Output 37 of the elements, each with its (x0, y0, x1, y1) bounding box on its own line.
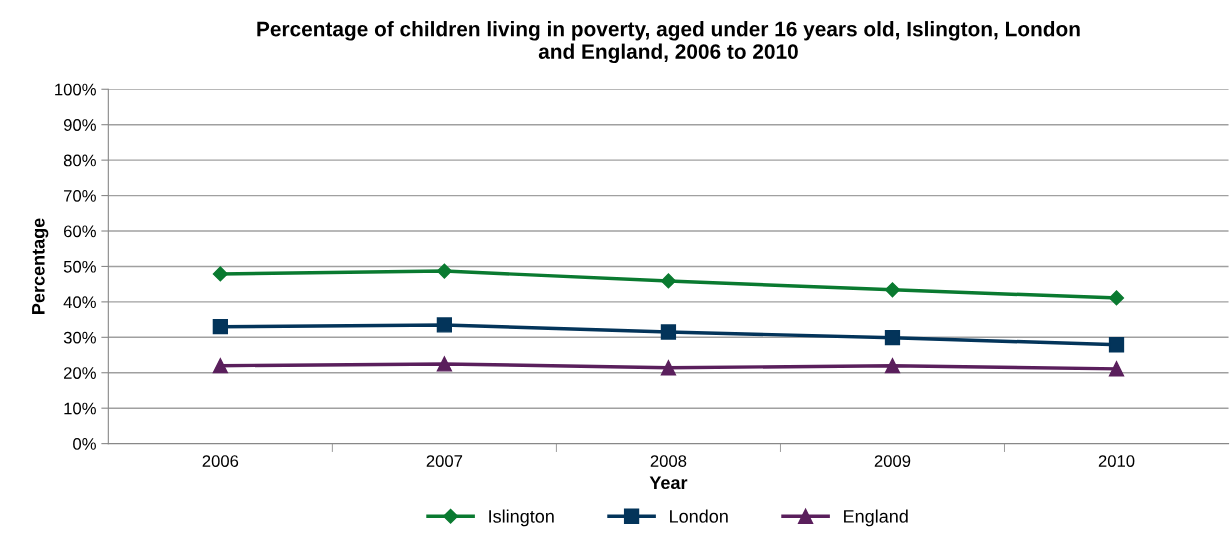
legend-label: England (844, 509, 908, 527)
point (884, 358, 901, 374)
point (436, 263, 452, 279)
point (212, 358, 228, 374)
point (1108, 290, 1125, 306)
x-axis-title: Year (649, 476, 688, 490)
y-tick-label: 90% (63, 119, 96, 131)
y-tick-label: 0% (73, 438, 96, 450)
point (1108, 337, 1125, 353)
point (884, 330, 901, 346)
y-tick-label: 10% (64, 402, 96, 415)
y-tick-label: 80% (63, 154, 96, 167)
y-axis-title: Percentage (32, 218, 49, 314)
point (660, 324, 677, 340)
x-tick-label: 2009 (874, 455, 911, 467)
y-tick-label: 100% (55, 83, 96, 96)
point (436, 317, 453, 333)
chart-title: Percentage of children living in poverty, aged under 16 years old, Islington, London and England, 2006 to 2010 (257, 21, 1080, 64)
legend-label: Islington (489, 509, 554, 527)
point (884, 282, 901, 298)
point (436, 356, 453, 372)
x-tick-label: 2010 (1098, 455, 1135, 467)
legend-label: London (670, 509, 728, 523)
x-tick-label: 2007 (426, 455, 463, 467)
point (212, 319, 228, 335)
x-tick-label: 2008 (650, 455, 687, 467)
point (660, 273, 677, 289)
point (1108, 361, 1125, 377)
y-tick-label: 60% (64, 225, 96, 238)
y-tick-label: 20% (64, 367, 96, 379)
y-tick-label: 70% (64, 189, 96, 202)
y-tick-label: 50% (63, 260, 96, 273)
point (660, 360, 677, 376)
x-tick-label: 2006 (202, 455, 239, 467)
y-tick-label: 30% (63, 331, 96, 344)
y-tick-label: 40% (63, 296, 96, 309)
point (212, 266, 228, 282)
